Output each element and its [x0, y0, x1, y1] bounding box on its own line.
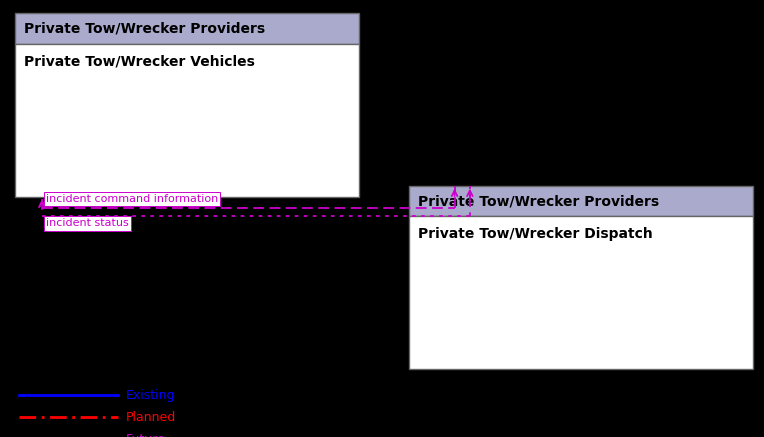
Bar — [15, 13, 359, 44]
Text: Existing: Existing — [126, 389, 176, 402]
Text: Planned: Planned — [126, 411, 176, 424]
Text: Private Tow/Wrecker Providers: Private Tow/Wrecker Providers — [418, 194, 659, 208]
Text: incident command information: incident command information — [46, 194, 218, 204]
Text: Private Tow/Wrecker Vehicles: Private Tow/Wrecker Vehicles — [24, 55, 255, 69]
Bar — [409, 186, 753, 216]
Text: incident status: incident status — [46, 218, 128, 229]
Bar — [409, 216, 753, 369]
Text: Future: Future — [126, 433, 166, 437]
Text: Private Tow/Wrecker Dispatch: Private Tow/Wrecker Dispatch — [418, 227, 652, 241]
Text: Private Tow/Wrecker Providers: Private Tow/Wrecker Providers — [24, 21, 266, 35]
Bar — [15, 44, 359, 197]
